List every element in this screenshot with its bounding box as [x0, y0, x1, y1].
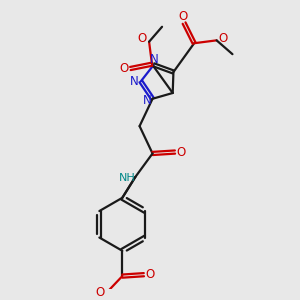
Text: N: N [150, 53, 159, 66]
Text: O: O [95, 286, 105, 299]
Text: O: O [178, 10, 187, 23]
Text: O: O [137, 32, 146, 45]
Text: O: O [177, 146, 186, 158]
Text: O: O [218, 32, 228, 44]
Text: O: O [119, 62, 129, 75]
Text: N: N [130, 75, 139, 88]
Text: NH: NH [119, 173, 136, 183]
Text: N: N [143, 94, 152, 107]
Text: O: O [146, 268, 155, 281]
